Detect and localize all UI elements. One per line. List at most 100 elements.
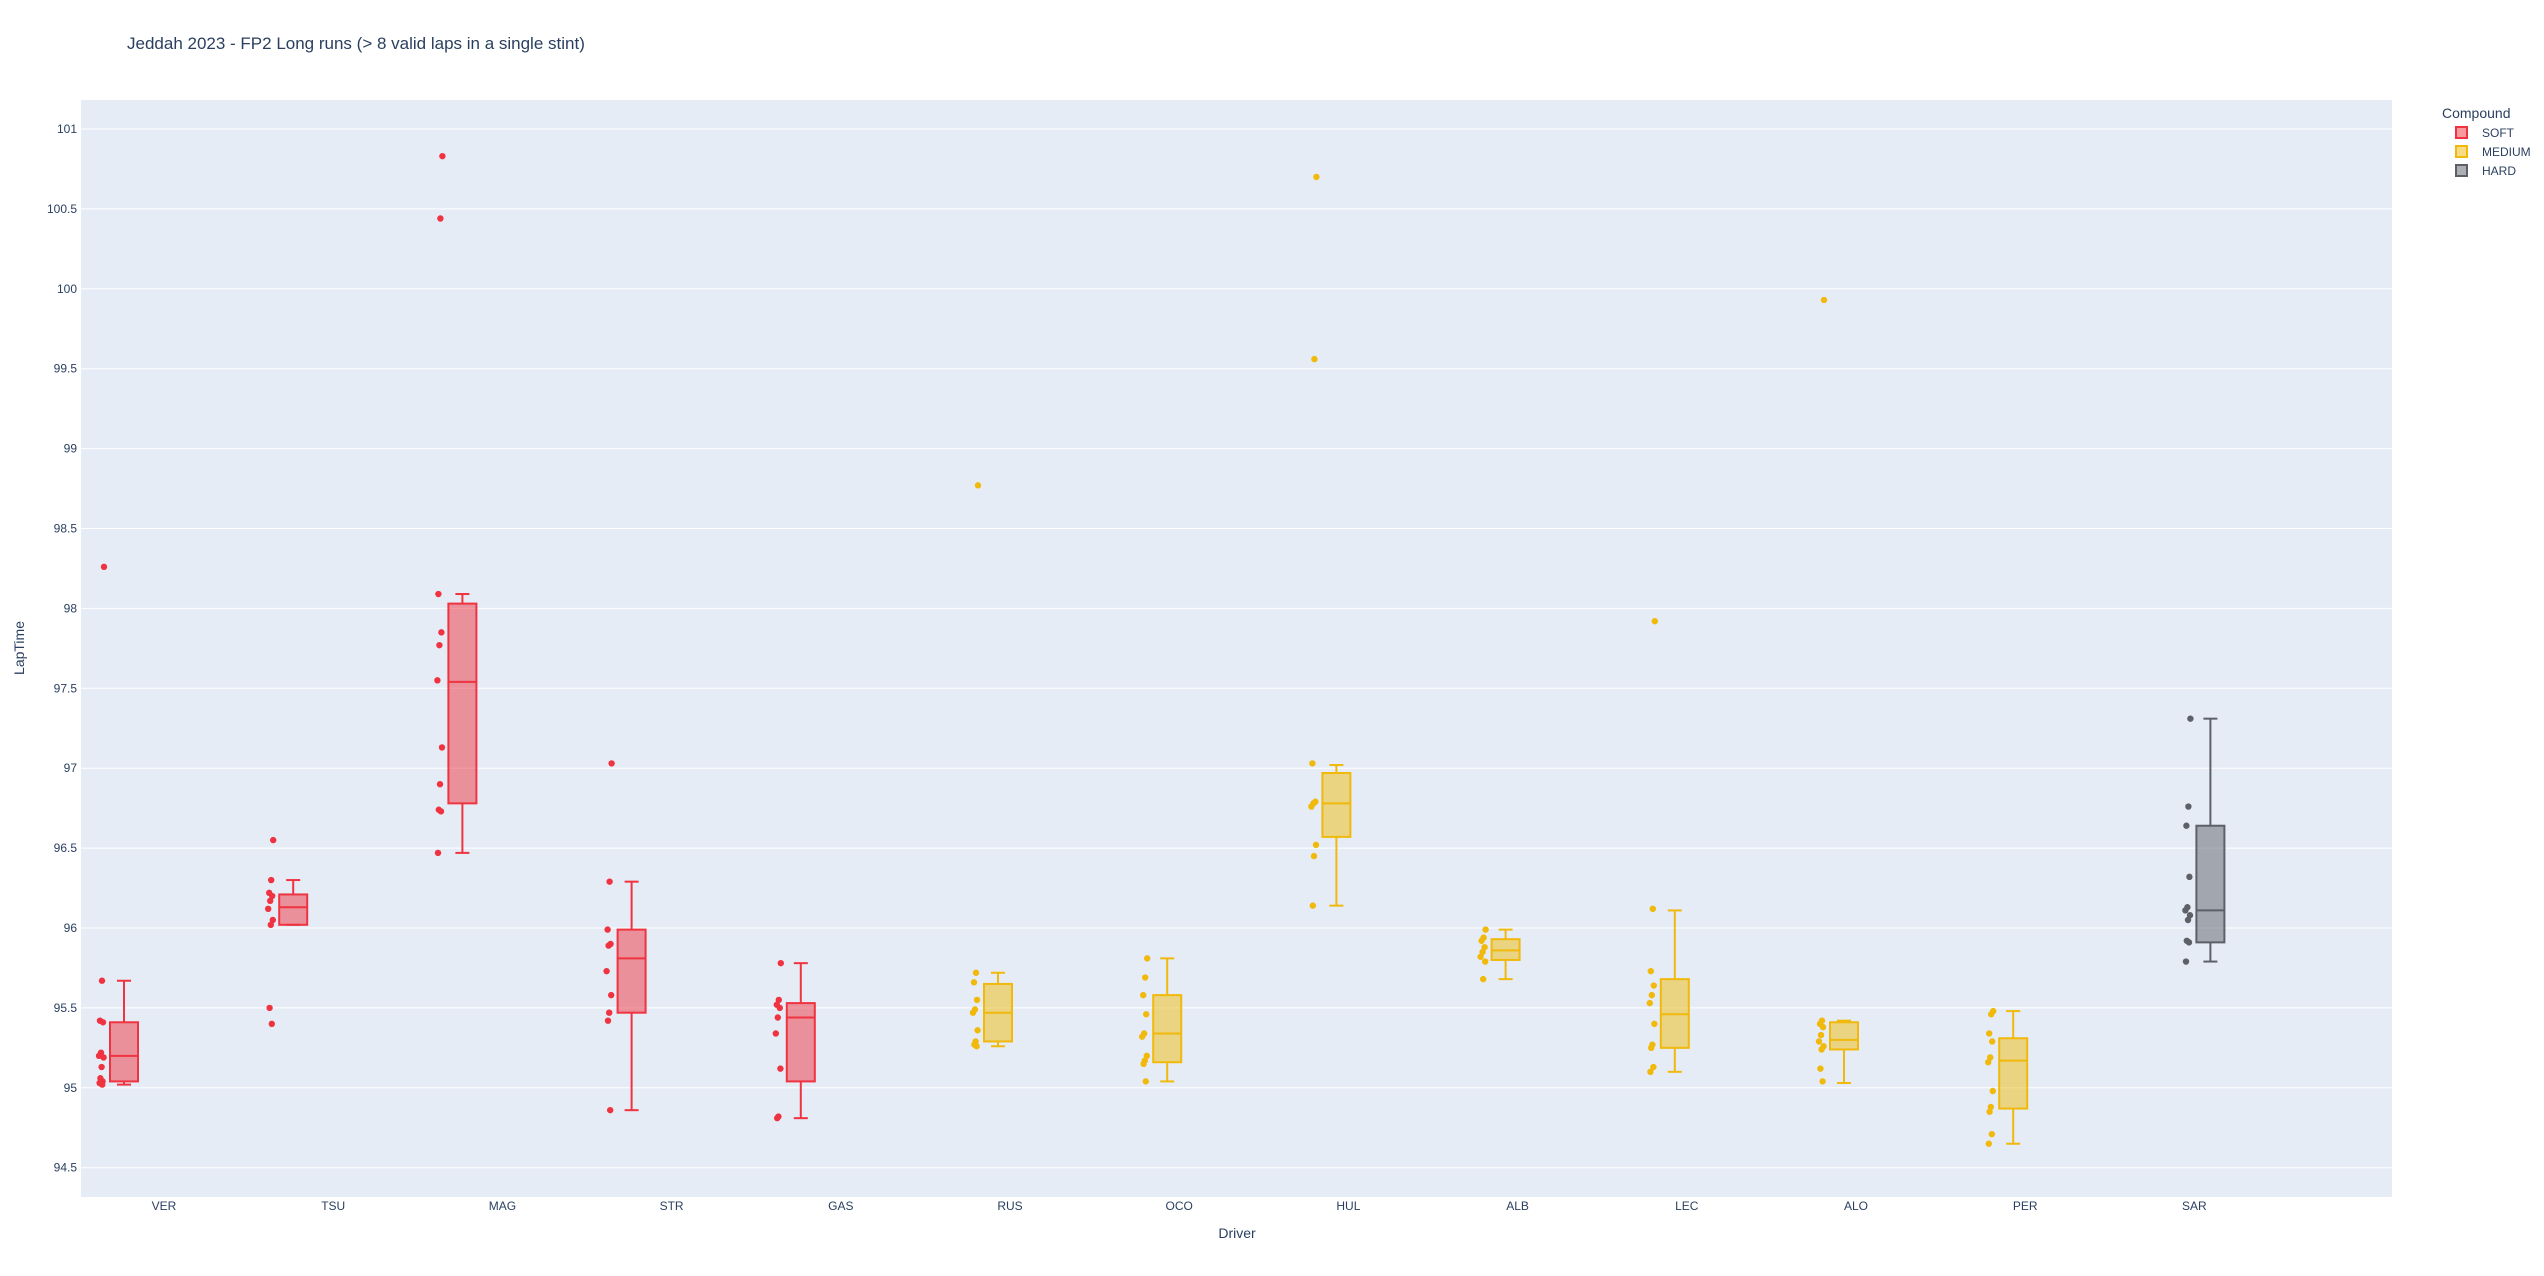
lap-point	[1142, 1078, 1150, 1085]
lap-point	[265, 905, 272, 913]
lap-point	[1309, 760, 1316, 767]
lap-point	[604, 926, 611, 933]
chart-title: Jeddah 2023 - FP2 Long runs (> 8 valid l…	[127, 34, 585, 53]
lap-point	[1985, 1059, 1992, 1066]
box-ver	[95, 563, 139, 1088]
y-tick-label: 96.5	[54, 841, 78, 855]
lap-point	[2182, 958, 2190, 965]
lap-point	[972, 969, 980, 976]
box-oco	[1139, 955, 1183, 1085]
y-tick-label: 100.5	[47, 202, 77, 216]
lap-point	[607, 1106, 614, 1114]
lap-point	[1647, 967, 1655, 975]
lap-point	[1648, 991, 1656, 999]
lap-point	[268, 1020, 275, 1028]
lap-point	[270, 836, 277, 844]
lap-point	[1480, 975, 1487, 983]
lap-point	[973, 1043, 980, 1050]
lap-point	[1477, 953, 1484, 960]
lap-point	[774, 1114, 781, 1122]
lap-point	[1309, 902, 1317, 909]
lap-point	[970, 979, 978, 986]
lap-point	[1989, 1038, 1996, 1045]
y-tick-label: 95.5	[54, 1001, 78, 1015]
lap-point	[604, 1017, 612, 1024]
lap-point	[100, 1054, 107, 1061]
lap-point	[1985, 1140, 1993, 1147]
lap-point	[774, 1014, 781, 1021]
lap-point	[2183, 822, 2190, 829]
y-axis-title: LapTime	[11, 621, 27, 675]
lap-point	[776, 1004, 783, 1012]
legend-label: SOFT	[2482, 126, 2515, 140]
box-rus	[969, 482, 1013, 1050]
lap-point	[437, 808, 445, 815]
lap-point	[1817, 1065, 1824, 1072]
lap-point	[434, 677, 441, 684]
iqr-box	[616, 928, 647, 1014]
lap-point	[969, 1009, 977, 1016]
lap-point	[1143, 1011, 1150, 1018]
lap-point	[1989, 1087, 1997, 1095]
lap-point	[606, 878, 613, 885]
lap-point	[1646, 999, 1654, 1007]
iqr-box	[2195, 824, 2226, 944]
lap-point	[1986, 1030, 1993, 1037]
y-tick-label: 99	[64, 442, 78, 456]
lap-point	[1818, 1046, 1825, 1053]
lap-point	[1313, 173, 1320, 181]
lap-point	[267, 897, 274, 905]
x-tick-label: OCO	[1166, 1199, 1193, 1213]
box-lec	[1646, 617, 1690, 1076]
lap-point	[2182, 907, 2189, 914]
y-tick-label: 98	[64, 601, 78, 615]
lap-point	[99, 1019, 107, 1026]
lap-point	[1139, 1033, 1146, 1040]
lap-point	[1651, 617, 1659, 625]
lap-point	[436, 780, 444, 788]
y-tick-label: 95	[64, 1081, 78, 1095]
box-str	[603, 760, 647, 1114]
legend-label: MEDIUM	[2482, 145, 2531, 159]
lap-point	[267, 921, 274, 929]
y-tick-label: 97	[64, 761, 78, 775]
lap-point	[439, 152, 446, 160]
lap-point	[974, 482, 982, 489]
lap-point	[1647, 1068, 1654, 1076]
lap-point	[2187, 715, 2194, 722]
lap-point	[269, 916, 276, 924]
lap-point	[266, 1004, 273, 1012]
lap-point	[2186, 873, 2193, 881]
iqr-box	[447, 602, 478, 805]
lap-point	[1987, 1054, 1994, 1061]
lap-point	[1820, 296, 1828, 304]
lap-point	[606, 1009, 613, 1016]
y-tick-label: 101	[57, 122, 77, 136]
iqr-box	[1998, 1037, 2029, 1110]
x-axis-ticks: VER TSU MAG STR GAS RUS OCO HUL ALB LEC ALO PER SAR	[152, 1199, 2207, 1213]
box-sar	[2182, 715, 2226, 965]
lap-point	[974, 1027, 981, 1034]
x-tick-label: SAR	[2182, 1199, 2207, 1213]
x-tick-label: LEC	[1675, 1199, 1699, 1213]
lap-point	[268, 876, 275, 884]
box-per	[1985, 1007, 2029, 1147]
lap-point	[1988, 1130, 1996, 1138]
iqr-box	[1829, 1021, 1859, 1051]
legend: Compound SOFT MEDIUM HARD	[2442, 105, 2531, 178]
lap-point	[1819, 1023, 1827, 1031]
lap-point	[435, 590, 442, 598]
y-tick-label: 100	[57, 282, 77, 296]
lap-point	[269, 892, 276, 900]
lap-point	[1140, 1060, 1147, 1068]
x-tick-label: HUL	[1336, 1199, 1360, 1213]
lap-point	[1650, 1063, 1657, 1071]
lap-point	[1481, 943, 1488, 951]
legend-label: HARD	[2482, 164, 2516, 178]
lap-point	[1986, 1108, 1993, 1115]
lap-point	[1140, 991, 1147, 999]
lap-point	[775, 996, 782, 1004]
y-tick-label: 96	[64, 921, 78, 935]
box-plots	[95, 152, 2226, 1147]
